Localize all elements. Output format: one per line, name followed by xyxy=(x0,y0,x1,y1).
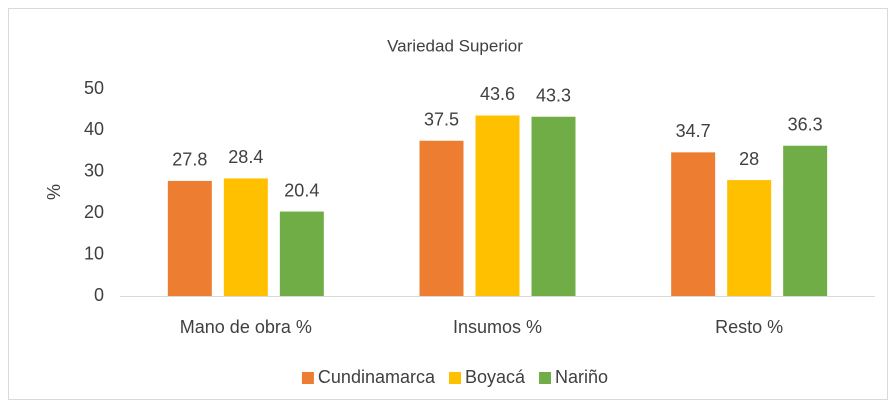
bar xyxy=(223,178,268,296)
legend-label: Cundinamarca xyxy=(318,367,436,387)
legend-label: Nariño xyxy=(555,367,608,387)
legend-swatch xyxy=(301,372,314,384)
bar xyxy=(279,211,324,296)
y-tick-label: 50 xyxy=(84,78,104,98)
bar xyxy=(671,152,716,296)
bar xyxy=(727,180,772,296)
bar xyxy=(419,140,464,296)
data-label: 37.5 xyxy=(424,110,459,130)
data-label: 43.3 xyxy=(536,85,571,105)
x-tick-label: Resto % xyxy=(715,317,783,337)
bar xyxy=(531,116,576,296)
data-label: 27.8 xyxy=(172,150,207,170)
y-tick-label: 10 xyxy=(84,243,104,263)
y-tick-label: 0 xyxy=(94,285,104,305)
bar xyxy=(475,115,520,296)
bar xyxy=(783,145,828,296)
data-label: 28 xyxy=(739,149,759,169)
x-tick-label: Mano de obra % xyxy=(180,317,312,337)
bar xyxy=(167,180,212,296)
y-tick-label: 30 xyxy=(84,161,104,181)
data-label: 28.4 xyxy=(228,147,263,167)
data-label: 34.7 xyxy=(676,121,711,141)
legend-swatch xyxy=(448,372,461,384)
chart-title: Variedad Superior xyxy=(387,36,523,55)
y-axis-label: % xyxy=(44,184,64,200)
y-tick-label: 20 xyxy=(84,202,104,222)
data-label: 43.6 xyxy=(480,84,515,104)
y-tick-label: 40 xyxy=(84,119,104,139)
x-tick-label: Insumos % xyxy=(453,317,542,337)
data-label: 20.4 xyxy=(284,180,319,200)
legend-swatch xyxy=(539,372,552,384)
legend-label: Boyacá xyxy=(465,367,526,387)
data-label: 36.3 xyxy=(788,114,823,134)
